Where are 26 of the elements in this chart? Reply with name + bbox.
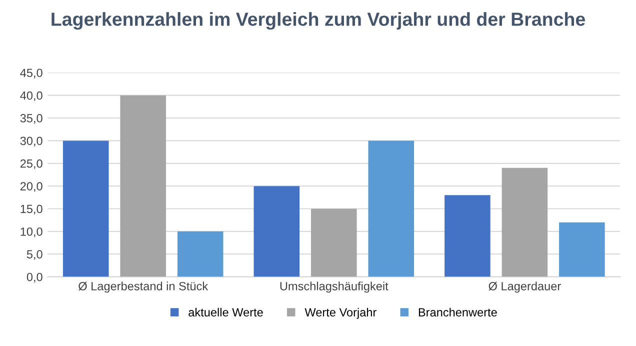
chart-title: Lagerkennzahlen im Vergleich zum Vorjahr und der Branche: [52, 12, 585, 30]
y-tick-label: 30,0: [20, 136, 42, 146]
x-tick-label: Ø Lagerbestand in Stück: [78, 282, 208, 293]
y-tick-label: 35,0: [20, 114, 42, 124]
y-tick-label: 10,0: [20, 227, 42, 238]
y-tick-label: 40,0: [20, 91, 42, 102]
bar: [368, 140, 414, 277]
bar: [120, 95, 166, 277]
x-tick-label: Ø Lagerdauer: [488, 282, 561, 293]
bar: [254, 186, 300, 277]
y-tick-label: 5,0: [26, 250, 42, 260]
bar: [311, 208, 357, 277]
y-tick-label: 25,0: [20, 159, 42, 170]
bar: [62, 140, 109, 277]
x-tick-label: Umschlagshäufigkeit: [280, 282, 388, 293]
y-tick-label: 20,0: [20, 182, 42, 192]
bar: [559, 222, 605, 277]
y-tick-label: 0,0: [26, 272, 42, 283]
y-tick-label: 45,0: [20, 68, 42, 78]
bar: [444, 195, 490, 277]
legend-label: aktuelle Werte: [188, 308, 263, 317]
y-tick-label: 15,0: [20, 204, 42, 215]
legend-label: Branchenwerte: [418, 308, 497, 317]
legend-label: Werte Vorjahr: [304, 308, 376, 319]
bar: [502, 168, 548, 277]
bar: [177, 231, 224, 277]
